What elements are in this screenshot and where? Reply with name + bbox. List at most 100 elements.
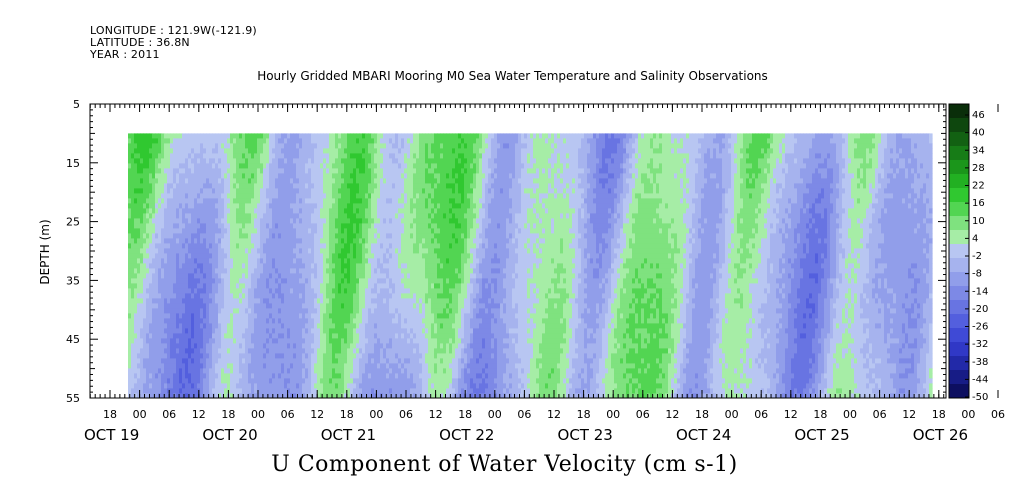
heatmap-cell [218,298,222,304]
heatmap-cell [233,303,237,309]
heatmap-cell [137,278,141,284]
heatmap-cell [173,273,177,279]
heatmap-cell [182,363,186,369]
heatmap-cell [227,173,231,179]
heatmap-cell [149,283,153,289]
heatmap-cell [242,163,246,169]
heatmap-cell [182,208,186,214]
heatmap-cell [251,333,255,339]
heatmap-cell [212,283,216,289]
heatmap-cell [194,173,198,179]
heatmap-cell [215,168,219,174]
heatmap-cell [194,213,198,219]
heatmap-cell [185,288,189,294]
heatmap-cell [275,373,279,379]
heatmap-cell [275,343,279,349]
heatmap-cell [167,328,171,334]
heatmap-cell [221,323,225,329]
heatmap-cell [215,318,219,324]
heatmap-cell [155,303,159,309]
heatmap-cell [140,183,144,189]
heatmap-cell [164,153,168,159]
heatmap-cell [143,383,147,389]
heatmap-cell [155,388,159,394]
heatmap-cell [221,213,225,219]
heatmap-cell [194,218,198,224]
heatmap-cell [236,183,240,189]
heatmap-cell [206,313,210,319]
heatmap-cell [239,383,243,389]
heatmap-cell [191,308,195,314]
heatmap-cell [254,143,258,149]
heatmap-cell [143,323,147,329]
heatmap-cell [227,168,231,174]
heatmap-cell [161,288,165,294]
heatmap-cell [281,268,285,274]
heatmap-cell [272,183,276,189]
heatmap-cell [245,173,249,179]
heatmap-cell [272,208,276,214]
heatmap-cell [146,273,150,279]
heatmap-cell [254,353,258,359]
heatmap-cell [281,293,285,299]
heatmap-cell [284,383,288,389]
heatmap-cell [218,278,222,284]
heatmap-cell [188,358,192,364]
heatmap-cell [272,283,276,289]
heatmap-cell [131,188,135,194]
heatmap-cell [173,288,177,294]
heatmap-cell [188,258,192,264]
heatmap-cell [203,138,207,144]
heatmap-cell [164,223,168,229]
heatmap-cell [224,323,228,329]
heatmap-cell [269,263,273,269]
heatmap-cell [257,193,261,199]
heatmap-cell [248,343,252,349]
heatmap-cell [221,308,225,314]
heatmap-cell [266,193,270,199]
heatmap-cell [215,308,219,314]
heatmap-cell [284,248,288,254]
heatmap-cell [239,158,243,164]
heatmap-cell [209,348,213,354]
heatmap-cell [260,138,264,144]
heatmap-cell [248,248,252,254]
heatmap-cell [155,308,159,314]
heatmap-cell [254,298,258,304]
heatmap-cell [170,313,174,319]
heatmap-cell [263,283,267,289]
heatmap-cell [209,263,213,269]
heatmap-cell [185,188,189,194]
heatmap-cell [206,193,210,199]
heatmap-cell [245,313,249,319]
heatmap-cell [188,233,192,239]
heatmap-cell [128,158,132,164]
heatmap-cell [227,283,231,289]
heatmap-cell [260,348,264,354]
heatmap-cell [152,283,156,289]
heatmap-cell [194,298,198,304]
heatmap-cell [197,233,201,239]
heatmap-cell [221,168,225,174]
heatmap-cell [215,198,219,204]
heatmap-cell [137,168,141,174]
heatmap-cell [278,338,282,344]
heatmap-cell [140,358,144,364]
heatmap-cell [227,163,231,169]
heatmap-cell [215,363,219,369]
heatmap-cell [176,248,180,254]
heatmap-cell [143,133,147,139]
heatmap-cell [185,178,189,184]
heatmap-cell [143,338,147,344]
heatmap-cell [155,233,159,239]
heatmap-cell [161,328,165,334]
heatmap-cell [203,193,207,199]
heatmap-cell [263,358,267,364]
heatmap-cell [158,328,162,334]
heatmap-cell [137,173,141,179]
heatmap-cell [200,278,204,284]
heatmap-cell [224,188,228,194]
heatmap-cell [176,133,180,139]
heatmap-cell [248,183,252,189]
heatmap-cell [212,263,216,269]
